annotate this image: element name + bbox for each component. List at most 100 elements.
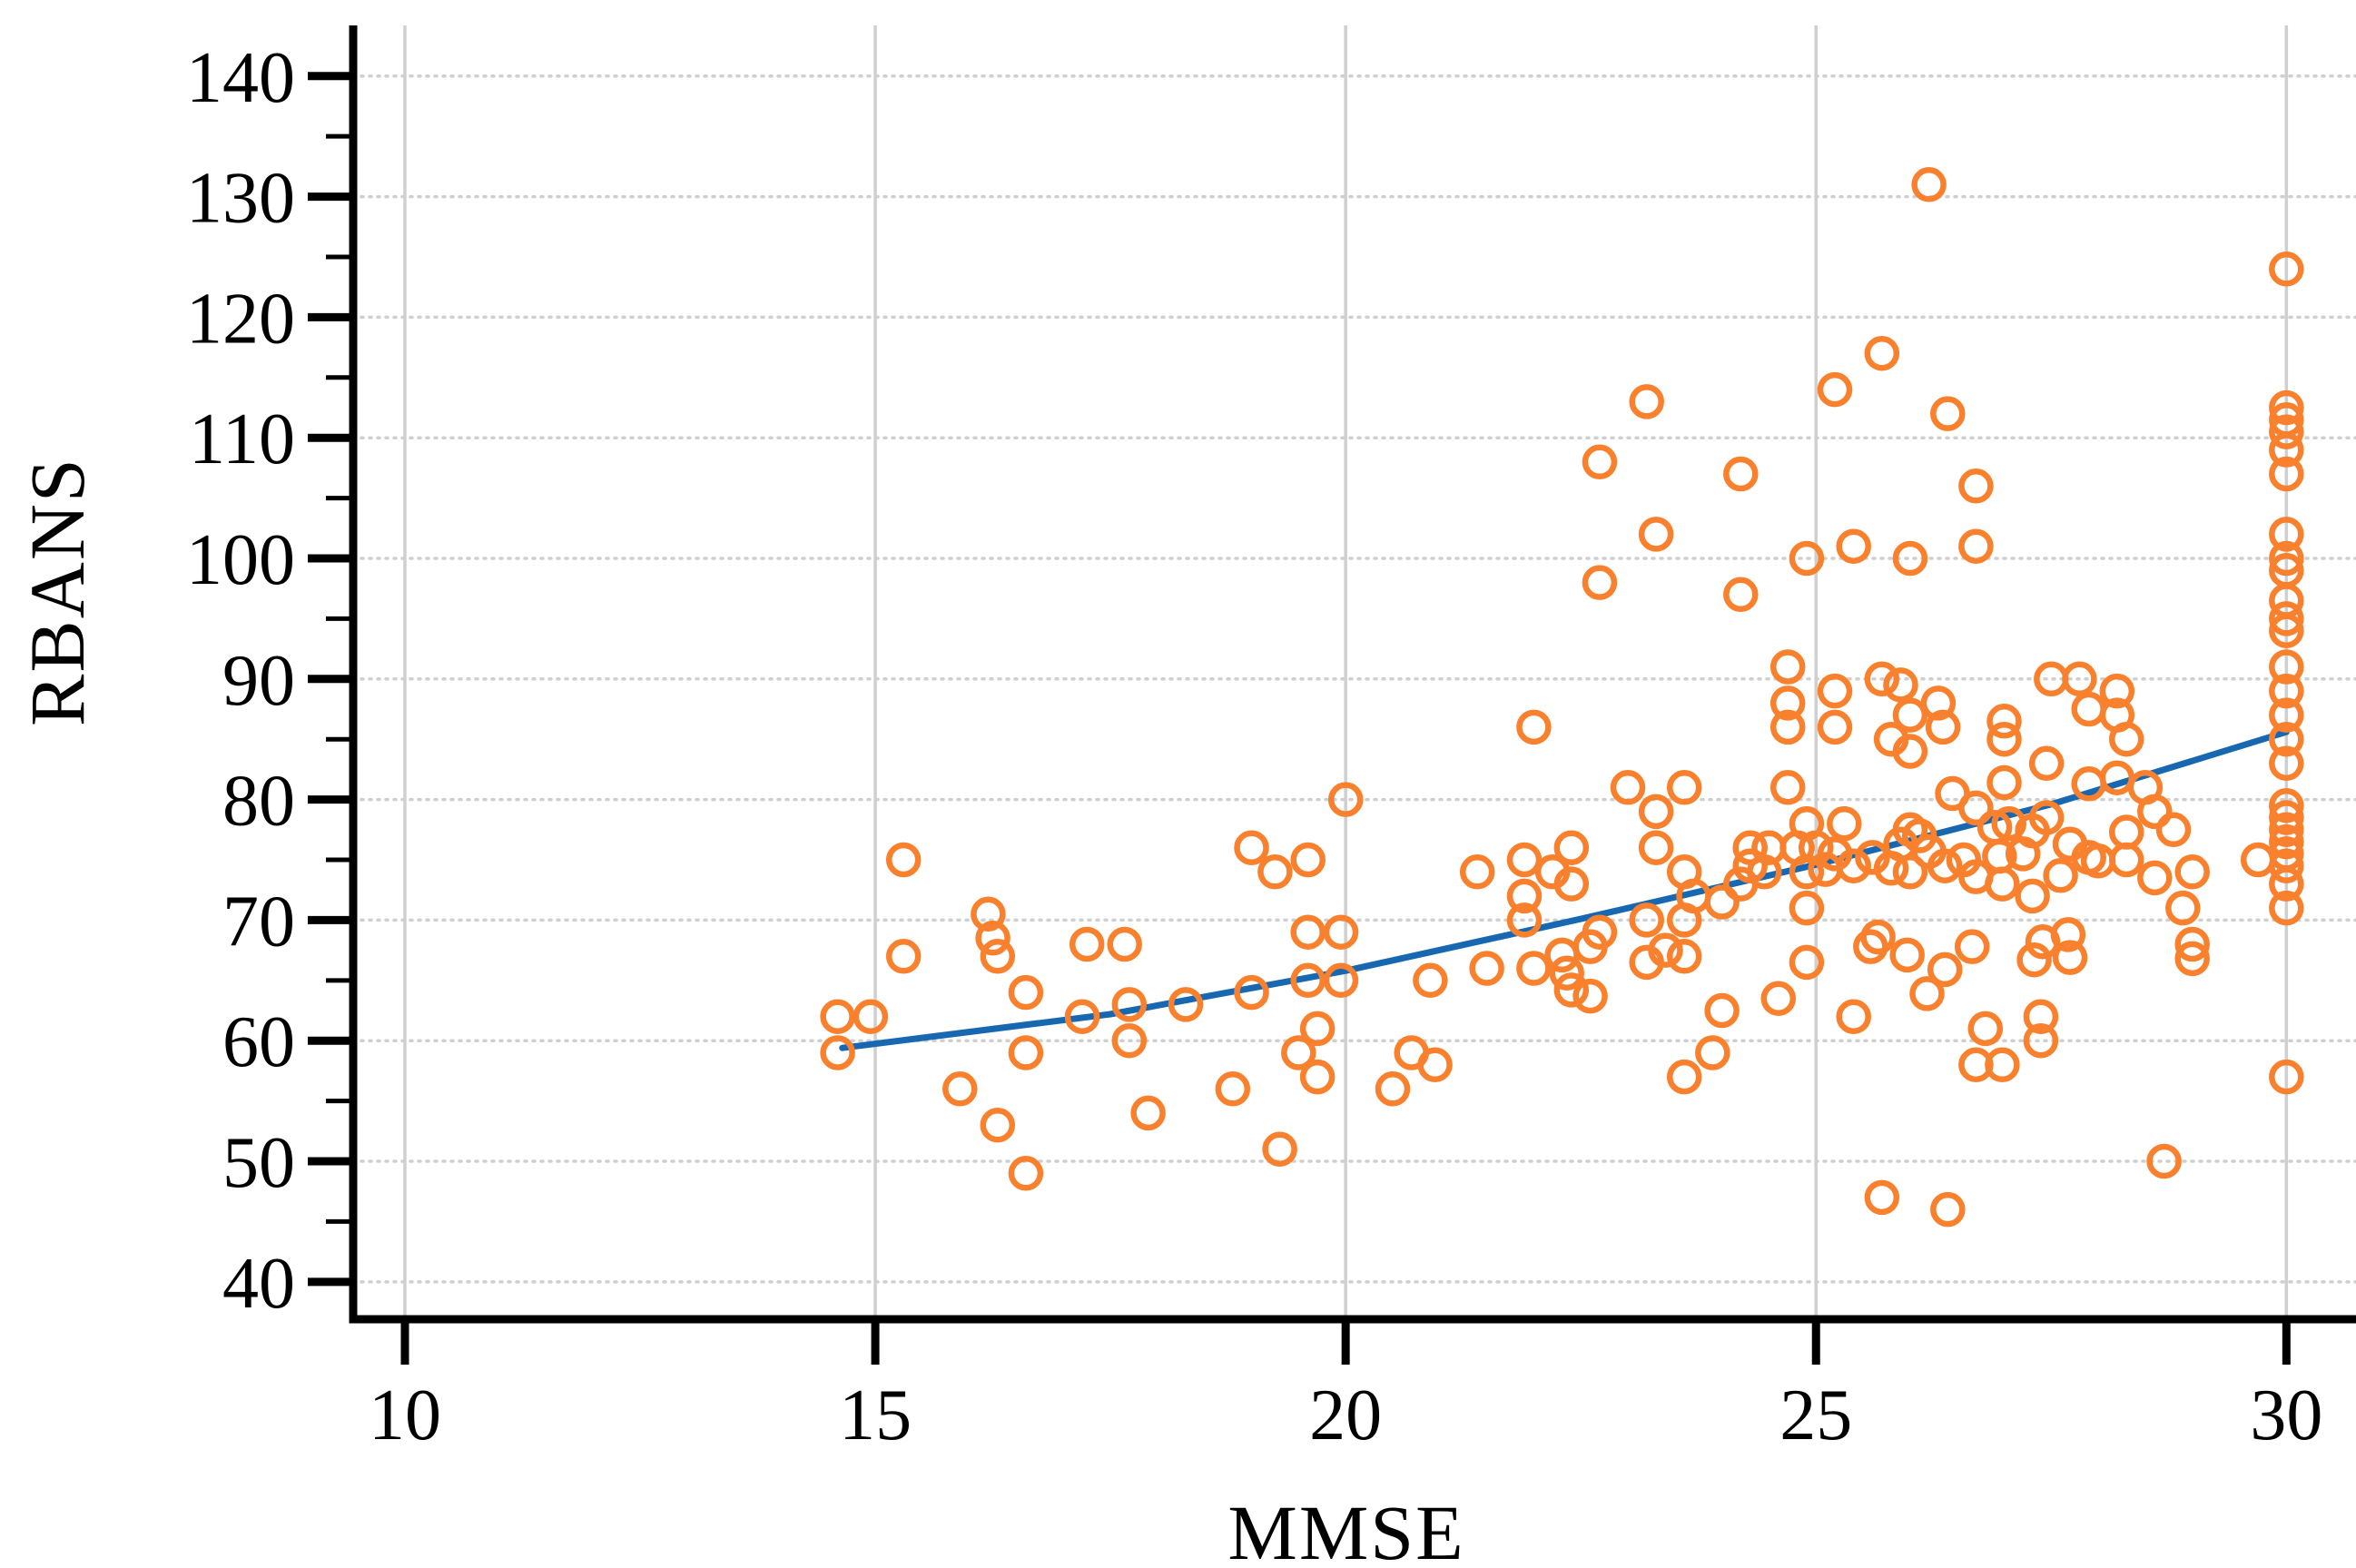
data-point (980, 939, 1016, 974)
data-point (1769, 770, 1806, 805)
data-point (1695, 1035, 1730, 1070)
data-point (1299, 1059, 1336, 1095)
data-point (2269, 697, 2304, 733)
data-point (2269, 673, 2304, 709)
x-tick-label: 20 (1309, 1376, 1382, 1455)
data-point (2052, 940, 2088, 975)
data-point (1954, 929, 1990, 964)
y-tick-label: 60 (222, 1002, 295, 1082)
data-point (1927, 848, 1963, 883)
x-axis-label: MMSE (1227, 1489, 1465, 1568)
data-point (2269, 812, 2304, 848)
data-point (2174, 941, 2210, 977)
data-point (1723, 577, 1759, 613)
data-point (820, 999, 855, 1034)
data-point (1638, 830, 1674, 865)
data-point (1836, 528, 1871, 564)
data-point (2108, 721, 2144, 757)
data-point (1299, 1011, 1336, 1047)
data-point (1506, 902, 1543, 938)
data-point (1958, 468, 1994, 504)
data-point (1553, 830, 1590, 865)
data-point (1417, 1047, 1453, 1083)
y-tick-label: 90 (222, 641, 295, 721)
data-point (2269, 848, 2304, 883)
data-point (1629, 944, 1664, 981)
data-point (1836, 999, 1871, 1034)
data-point (2015, 878, 2050, 914)
data-point (971, 896, 1006, 932)
data-point (2174, 926, 2210, 962)
data-point (1413, 962, 1448, 999)
data-point (1111, 1022, 1148, 1059)
data-point (1257, 854, 1293, 890)
data-point (975, 921, 1010, 956)
data-point (2099, 673, 2135, 709)
data-point (1760, 981, 1797, 1016)
data-point (1290, 962, 1326, 999)
data-point (1789, 805, 1825, 842)
data-point (1168, 987, 1204, 1022)
data-point (1747, 854, 1782, 890)
data-point (1789, 944, 1825, 981)
data-point (1290, 842, 1326, 878)
x-tick-label: 30 (2250, 1376, 2322, 1455)
y-tick-label: 70 (222, 882, 295, 962)
data-point (853, 999, 889, 1034)
data-point (2269, 1059, 2304, 1095)
data-point (1582, 565, 1618, 600)
data-point (1836, 848, 1871, 883)
data-point (2269, 540, 2304, 577)
data-point (1375, 1071, 1411, 1107)
data-point (1873, 851, 1909, 886)
data-point (1892, 697, 1928, 733)
data-point (980, 1107, 1016, 1143)
data-point (942, 1071, 978, 1107)
data-point (2071, 691, 2106, 727)
data-point (2165, 890, 2201, 926)
data-point (2269, 390, 2304, 426)
data-point (1769, 649, 1806, 685)
data-point (1008, 1035, 1044, 1070)
data-point (2269, 721, 2304, 757)
data-point (1769, 685, 1806, 721)
data-point (1582, 444, 1618, 480)
data-point (1323, 914, 1359, 950)
data-point (1817, 673, 1853, 709)
data-point (2269, 613, 2304, 648)
data-point (2269, 745, 2304, 782)
data-point (885, 842, 922, 878)
data-point (2269, 517, 2304, 552)
data-point (1582, 914, 1618, 950)
data-point (1883, 667, 1918, 703)
data-point (1215, 1071, 1251, 1107)
data-point (1704, 884, 1740, 920)
data-point (1892, 540, 1928, 577)
data-point (885, 939, 922, 974)
data-point (1666, 939, 1702, 974)
data-point (1723, 456, 1759, 492)
data-point (1666, 1059, 1702, 1095)
data-point (1629, 384, 1664, 419)
data-point (1234, 974, 1269, 1011)
data-point (1864, 661, 1900, 697)
y-tick-label: 110 (189, 399, 295, 479)
data-point (2240, 842, 2276, 878)
data-point (2043, 858, 2078, 893)
y-tick-label: 120 (186, 279, 295, 359)
data-point (1927, 952, 1963, 988)
x-tick-label: 10 (369, 1376, 441, 1455)
data-point (1130, 1095, 1166, 1131)
data-point (1704, 992, 1740, 1029)
data-point (2023, 1022, 2059, 1059)
data-point (1986, 704, 2022, 739)
data-point (2137, 794, 2173, 830)
data-point (1469, 951, 1504, 986)
data-point (1853, 929, 1888, 964)
data-point (1290, 914, 1326, 950)
data-point (2174, 854, 2210, 890)
data-point (2269, 787, 2304, 823)
data-point (1827, 805, 1862, 842)
data-point (1958, 790, 1994, 826)
